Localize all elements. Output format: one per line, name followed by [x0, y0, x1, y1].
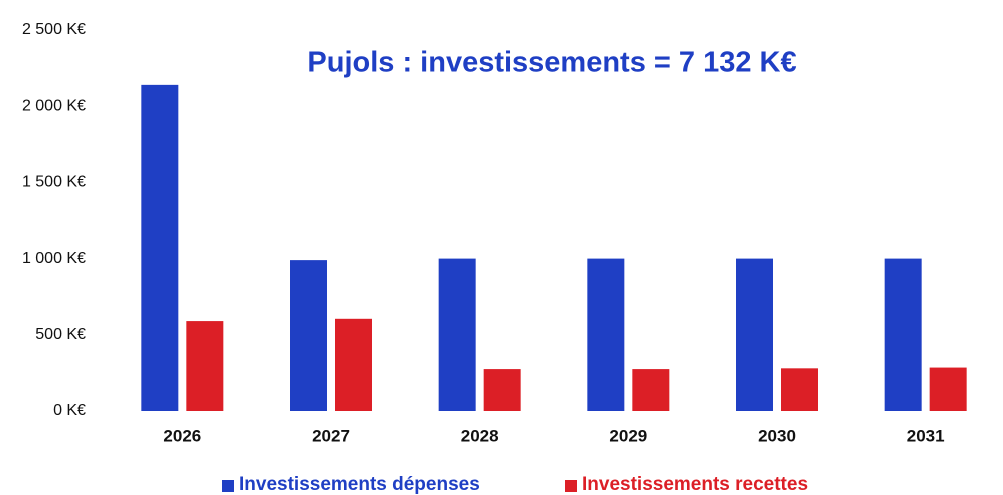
legend-swatch: [222, 480, 234, 492]
x-tick-label: 2028: [461, 426, 499, 445]
y-tick-label: 1 000 K€: [22, 250, 86, 267]
bar: [632, 369, 670, 411]
bar: [186, 321, 224, 411]
x-tick-label: 2026: [163, 426, 201, 445]
bar: [290, 260, 327, 411]
chart-title: Pujols : investissements = 7 132 K€: [307, 47, 796, 79]
x-tick-label: 2031: [907, 426, 945, 445]
legend-label: Investissements dépenses: [239, 474, 480, 495]
legend-swatch: [565, 480, 577, 492]
bar: [438, 258, 476, 411]
bar: [781, 368, 818, 411]
bar: [141, 84, 179, 411]
bar: [884, 258, 922, 411]
y-tick-label: 1 500 K€: [22, 174, 86, 191]
bar: [335, 318, 372, 411]
bar: [587, 258, 625, 411]
x-tick-label: 2029: [609, 426, 647, 445]
x-tick-label: 2027: [312, 426, 350, 445]
bar: [736, 258, 773, 411]
y-tick-label: 0 K€: [53, 402, 86, 419]
y-tick-label: 500 K€: [35, 326, 86, 343]
legend-label: Investissements recettes: [582, 474, 808, 495]
y-tick-label: 2 000 K€: [22, 97, 86, 114]
y-tick-label: 2 500 K€: [22, 21, 86, 38]
x-tick-label: 2030: [758, 426, 796, 445]
bar: [483, 369, 521, 411]
bar: [929, 367, 967, 411]
